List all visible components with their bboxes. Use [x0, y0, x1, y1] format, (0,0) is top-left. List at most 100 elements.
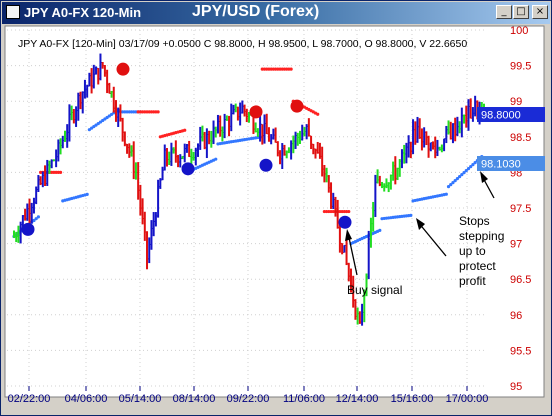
buy-signal-label: Buy signal	[347, 283, 402, 297]
stop-dot	[289, 67, 293, 71]
stop-dot	[322, 209, 326, 214]
stop-dot	[143, 110, 147, 114]
title-bar[interactable]: JPY A0-FX 120-Min JPY/USD (Forex) _ □ ×	[2, 2, 550, 24]
stops-label-4: protect	[459, 259, 496, 273]
signal-dot	[116, 62, 130, 76]
maximize-button[interactable]: □	[513, 5, 529, 19]
stop-dot	[462, 171, 466, 175]
y-tick-label: 95.5	[510, 345, 531, 357]
stop-dot	[183, 128, 187, 132]
stop-dot	[347, 209, 351, 214]
stop-dot	[138, 110, 142, 114]
stop-dot	[453, 179, 457, 183]
stop-dot	[149, 110, 154, 114]
stop-dot	[342, 209, 346, 214]
stop-dot	[262, 67, 267, 71]
stop-dot	[446, 185, 451, 189]
stop-dot	[39, 170, 43, 174]
signal-dot	[249, 105, 263, 119]
stop-dot	[140, 110, 145, 114]
stop-dot	[136, 110, 140, 114]
stop-dot	[145, 110, 149, 114]
stops-arrow-1	[417, 221, 447, 257]
stop-dot	[147, 110, 151, 114]
stop-dot	[269, 67, 273, 71]
stop-dot	[329, 209, 333, 214]
stop-dot	[471, 163, 475, 167]
signal-dot	[21, 222, 35, 236]
signal-dot	[181, 162, 195, 176]
stop-dot	[285, 67, 289, 71]
stop-dot	[56, 170, 60, 174]
buy-signal-arrowhead	[345, 229, 352, 241]
stops-label-2: stepping	[459, 229, 504, 243]
stop-dot	[127, 110, 131, 114]
stops-label-1: Stops	[459, 214, 490, 228]
stop-dot	[282, 67, 287, 71]
info-line: JPY A0-FX [120-Min] 03/17/09 +0.0500 C 9…	[18, 38, 467, 50]
stops-arrowhead-1	[416, 218, 425, 230]
x-axis: 02/22:00 04/06:00 05/14:00 08/14:00 09/22:00…	[8, 386, 489, 405]
x-tick-label: 02/22:00	[8, 393, 51, 405]
y-tick-label: 96	[510, 310, 522, 322]
y-tick-label: 99	[510, 96, 522, 108]
y-tick-label: 97.5	[510, 203, 531, 215]
x-tick-label: 11/06:00	[283, 393, 325, 405]
price-label-stop	[477, 156, 545, 171]
y-tick-label: 100	[510, 25, 528, 37]
stop-dot	[125, 110, 129, 114]
app-icon[interactable]	[6, 5, 20, 19]
x-tick-label: 08/14:00	[173, 393, 216, 405]
stop-dot	[455, 177, 459, 181]
stop-dot	[449, 183, 453, 187]
minimize-button[interactable]: _	[496, 5, 512, 19]
stop-dot	[156, 110, 160, 114]
stop-dot	[338, 209, 342, 214]
stop-dot	[214, 157, 218, 161]
stop-dot	[409, 213, 413, 217]
y-tick-label: 96.5	[510, 274, 531, 286]
stop-dot	[280, 67, 284, 71]
stop-dot	[451, 181, 455, 185]
stop-dot	[276, 67, 280, 71]
stop-dot	[460, 173, 464, 177]
y-tick-label: 95	[510, 381, 522, 393]
signal-dot	[290, 99, 304, 113]
chart-frame	[4, 25, 545, 398]
stop-dot	[327, 209, 331, 214]
close-button[interactable]: ×	[532, 5, 548, 19]
stop-dot	[274, 67, 278, 71]
stop-dot	[378, 228, 382, 232]
signal-dot	[338, 215, 352, 229]
stop-dot	[152, 110, 156, 114]
stop-dot	[123, 110, 127, 114]
stop-dot	[54, 170, 58, 174]
stop-dot	[344, 209, 349, 214]
price-label-current	[477, 107, 545, 122]
y-tick-label: 97	[510, 239, 522, 251]
stop-dot	[52, 170, 56, 174]
stop-dot	[32, 218, 36, 223]
price-label-stop-text: 98.1030	[481, 159, 521, 171]
stop-dot	[271, 67, 275, 71]
stops-label-3: up to	[459, 244, 486, 258]
stop-dot	[50, 170, 54, 174]
x-tick-label: 05/14:00	[119, 393, 162, 405]
stop-dot	[466, 167, 471, 171]
stop-dot	[34, 217, 38, 221]
stop-dot	[121, 110, 125, 114]
x-tick-label: 09/22:00	[227, 393, 270, 405]
stop-dot	[469, 165, 473, 169]
stop-dot	[324, 209, 329, 214]
stop-dot	[134, 110, 138, 114]
stops-arrowhead-2	[480, 171, 488, 183]
stop-dot	[316, 112, 320, 116]
stop-dot	[287, 67, 291, 71]
stops-label-5: profit	[459, 274, 486, 288]
chart-title: JPY/USD (Forex)	[192, 3, 320, 20]
x-tick-label: 17/00:00	[446, 393, 489, 405]
stop-dot	[340, 209, 344, 214]
chart-grid	[7, 29, 484, 387]
window-title: JPY A0-FX 120-Min	[24, 5, 142, 20]
